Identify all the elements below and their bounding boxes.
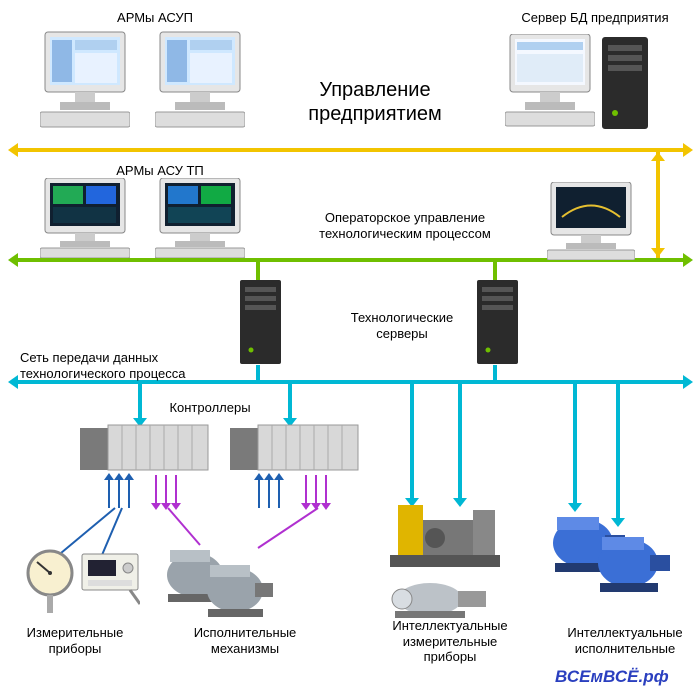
bus-top-yellow [15,148,685,152]
workstation-icon [155,30,245,130]
plc-arrow-p2-h [161,503,171,510]
plc2-arrow-p2-h [311,503,321,510]
vline-cyan-5 [573,382,577,507]
label-oper-upr: Операторское управление технологическим … [275,210,535,241]
label-intel-exec: Интеллектуальные исполнительные [540,625,700,656]
plc2-arrow-p2 [315,475,317,505]
scada-workstation-icon [547,182,635,260]
label-arm-asup: АРМы АСУП [80,10,230,26]
label-tech-serv: Технологические серверы [312,310,492,341]
vline-yellow-arrow-u [651,152,665,161]
bus-top-yellow-arrow-l [8,143,18,157]
meter-box-icon [80,552,140,607]
plc-icon [230,420,360,475]
plc2-arrow-b3 [278,478,280,508]
plc-arrow-p1 [155,475,157,505]
plc-arrow-b3 [128,478,130,508]
watermark: ВСЕмВСЁ.рф [555,667,669,687]
plc2-arrow-p3-h [321,503,331,510]
label-exec-mech: Исполнительные механизмы [170,625,320,656]
vline-cyan-4 [458,382,462,502]
plc2-arrow-p1-h [301,503,311,510]
vline-yellow-arrow-d [651,248,665,257]
plc-arrow-p2 [165,475,167,505]
workstation-icon [40,30,130,130]
plc2-arrow-p1 [305,475,307,505]
label-net: Сеть передачи данных технологического пр… [20,350,250,381]
label-meas-dev: Измерительные приборы [10,625,140,656]
vline-cyan-1 [138,382,142,422]
bus-mid-green-arrow-r [683,253,693,267]
plc-arrow-b2 [118,478,120,508]
server-tower-icon [600,35,650,135]
bus-cyan-arrow-r [683,375,693,389]
plc2-arrow-b1 [258,478,260,508]
plc-arrow-p1-h [151,503,161,510]
vline-cyan-3 [410,382,414,502]
bus-cyan-arrow-l [8,375,18,389]
tech-server-icon [238,278,283,368]
bus-top-yellow-arrow-r [683,143,693,157]
plc-arrow-b1 [108,478,110,508]
motor-icon [590,525,675,595]
vline-cyan-6 [616,382,620,522]
plc-arrow-p3-h [171,503,181,510]
scada-workstation-icon [40,178,130,258]
gauge-icon [25,548,75,616]
plc-arrow-p3 [175,475,177,505]
label-upr-pred: Управление предприятием [265,78,485,126]
label-controllers: Контроллеры [150,400,270,416]
plc2-arrow-p3 [325,475,327,505]
motor-icon [200,555,280,620]
tech-server-icon [475,278,520,368]
pump-icon [390,575,490,620]
vline-yellow [656,150,660,258]
bus-mid-green-arrow-l [8,253,18,267]
label-intel-meas: Интеллектуальные измерительные приборы [365,618,535,665]
scada-workstation-icon [155,178,245,258]
server-workstation-icon [505,34,595,129]
industrial-machine-icon [390,500,500,570]
plc-icon [80,420,210,475]
vline-cyan-2 [288,382,292,422]
label-arm-asutp: АРМы АСУ ТП [85,163,235,179]
label-server-bd: Сервер БД предприятия [490,10,700,26]
plc2-arrow-b2 [268,478,270,508]
